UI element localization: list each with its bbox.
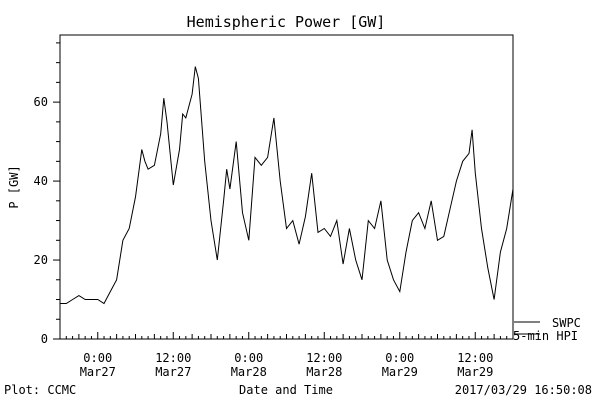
legend-label-hpi: 5-min HPI [513,329,578,343]
y-tick-label: 0 [41,332,48,346]
y-tick-label: 20 [34,253,48,267]
footer-timestamp: 2017/03/29 16:50:08 [455,383,592,397]
footer-source: Plot: CCMC [4,383,76,397]
x-tick-label-time: 12:00 [306,351,342,365]
x-tick-label-date: Mar29 [457,365,493,379]
y-axis: 0 20 40 60 [34,42,60,346]
chart-title: Hemispheric Power [GW] [187,13,386,31]
x-tick-label-date: Mar27 [80,365,116,379]
legend: SWPC 5-min HPI [513,316,581,343]
x-tick-label-time: 12:00 [155,351,191,365]
x-axis: 0:00Mar2712:00Mar270:00Mar2812:00Mar280:… [59,332,514,379]
y-axis-label: P [GW] [7,165,21,208]
x-tick-label-date: Mar28 [231,365,267,379]
hpi-series-line [60,66,514,305]
legend-label-swpc: SWPC [552,316,581,330]
plot-frame [59,34,514,340]
x-tick-label-date: Mar27 [155,365,191,379]
x-tick-label-time: 0:00 [234,351,263,365]
x-tick-label-time: 12:00 [457,351,493,365]
x-tick-label-date: Mar28 [306,365,342,379]
x-tick-label-time: 0:00 [385,351,414,365]
y-tick-label: 40 [34,174,48,188]
x-tick-label-date: Mar29 [382,365,418,379]
y-tick-label: 60 [34,95,48,109]
x-tick-label-time: 0:00 [83,351,112,365]
x-axis-label: Date and Time [239,383,333,397]
